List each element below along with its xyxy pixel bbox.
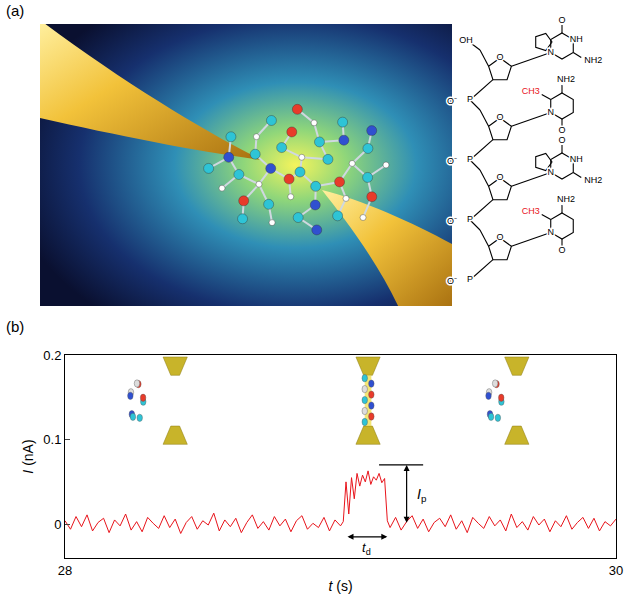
svg-text:P: P [467, 154, 473, 164]
svg-text:I (nA): I (nA) [20, 439, 36, 473]
svg-text:N: N [547, 227, 554, 237]
svg-text:0.1: 0.1 [43, 432, 61, 447]
svg-text:O: O [496, 172, 503, 182]
svg-text:NH: NH [570, 154, 583, 164]
svg-text:O: O [558, 135, 565, 145]
svg-text:O: O [558, 15, 565, 25]
svg-text:NH2: NH2 [584, 55, 602, 65]
svg-text:NH2: NH2 [584, 175, 602, 185]
svg-text:t (s): t (s) [328, 578, 352, 594]
svg-text:P: P [467, 274, 473, 284]
svg-text:CH3: CH3 [522, 206, 540, 216]
svg-text:(a): (a) [6, 2, 24, 19]
svg-text:N: N [547, 167, 554, 177]
svg-text:NH2: NH2 [557, 74, 575, 84]
svg-text:NH2: NH2 [557, 194, 575, 204]
svg-text:P: P [467, 214, 473, 224]
svg-text:0.2: 0.2 [43, 348, 61, 363]
svg-text:28: 28 [58, 563, 72, 578]
svg-text:N: N [547, 107, 554, 117]
html-text:(b): (b) [6, 318, 25, 335]
svg-text:30: 30 [609, 563, 623, 578]
svg-text:CH3: CH3 [522, 86, 540, 96]
svg-text:OH: OH [459, 35, 473, 45]
svg-text:O⁻: O⁻ [447, 216, 457, 226]
svg-text:I​p​: I​p​ [417, 486, 427, 504]
svg-text:O: O [496, 232, 503, 242]
svg-text:O: O [558, 245, 565, 255]
svg-text:P: P [467, 94, 473, 104]
svg-text:NH: NH [570, 34, 583, 44]
svg-text:O: O [496, 52, 503, 62]
svg-text:O⁻: O⁻ [447, 96, 457, 106]
svg-text:O: O [496, 112, 503, 122]
svg-text:t​d​: t​d​ [362, 540, 371, 557]
svg-text:O⁻: O⁻ [447, 276, 457, 286]
svg-text:O⁻: O⁻ [447, 156, 457, 166]
svg-text:O: O [558, 125, 565, 135]
svg-text:0: 0 [54, 517, 61, 532]
svg-text:N: N [547, 47, 554, 57]
